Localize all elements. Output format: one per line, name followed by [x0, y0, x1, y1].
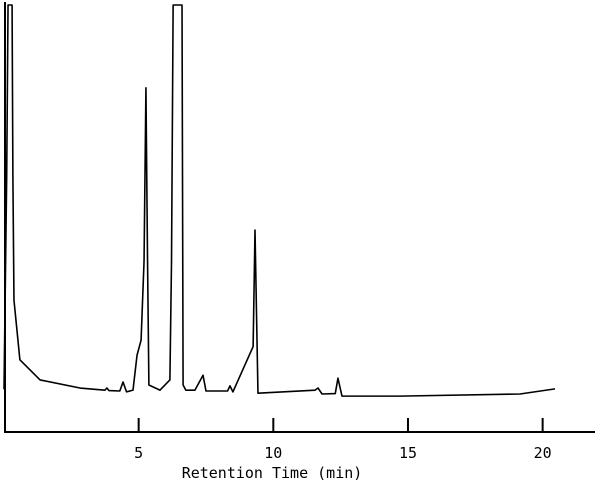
trace	[3, 4, 556, 397]
x-tick-label: 5	[134, 444, 143, 462]
x-tick-label: 20	[534, 444, 552, 462]
x-tick-label: 10	[264, 444, 282, 462]
x-axis-label: Retention Time (min)	[182, 464, 363, 482]
x-tick-label: 15	[399, 444, 417, 462]
